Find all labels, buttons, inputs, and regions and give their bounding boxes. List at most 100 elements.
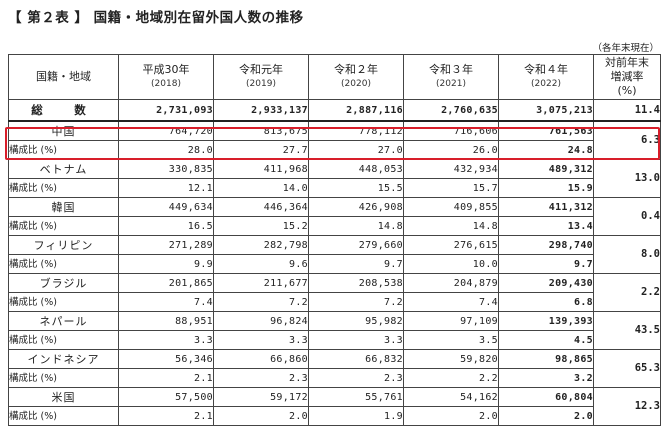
total-rate: 11.4: [593, 99, 661, 122]
total-label: 総 数: [8, 99, 119, 122]
resident-count: 66,860: [213, 349, 309, 369]
share-row: 構成比 (%) 9.9 9.6 9.7 10.0 9.7: [8, 254, 661, 274]
year-header: 令和２年 (2020): [308, 54, 404, 100]
resident-count: 432,934: [403, 159, 499, 179]
share-value: 14.0: [213, 178, 309, 198]
share-value: 16.5: [118, 216, 214, 236]
country-row: インドネシア 56,346 66,860 66,832 59,820 98,865 65.3: [8, 349, 661, 388]
resident-count: 276,615: [403, 235, 499, 255]
resident-count: 98,865: [498, 349, 594, 369]
region-header: 国籍・地域: [8, 54, 119, 100]
change-rate: 6.3: [593, 120, 661, 160]
share-value: 7.2: [308, 292, 404, 312]
resident-count: 60,804: [498, 387, 594, 407]
share-value: 24.8: [498, 140, 594, 160]
resident-count: 96,824: [213, 311, 309, 331]
share-label: 構成比 (%): [8, 368, 119, 388]
share-value: 15.5: [308, 178, 404, 198]
share-value: 2.0: [213, 406, 309, 426]
resident-count: 449,634: [118, 197, 214, 217]
share-row: 構成比 (%) 28.0 27.7 27.0 26.0 24.8: [8, 140, 661, 160]
share-label: 構成比 (%): [8, 330, 119, 350]
country-name: インドネシア: [8, 349, 119, 369]
share-value: 2.0: [403, 406, 499, 426]
resident-count: 209,430: [498, 273, 594, 293]
country-name: ベトナム: [8, 159, 119, 179]
share-label: 構成比 (%): [8, 406, 119, 426]
resident-count: 330,835: [118, 159, 214, 179]
country-name: 中国: [8, 120, 119, 141]
resident-count: 446,364: [213, 197, 309, 217]
country-row: ブラジル 201,865 211,677 208,538 204,879 209,430 2…: [8, 273, 661, 312]
resident-count: 411,968: [213, 159, 309, 179]
resident-count: 208,538: [308, 273, 404, 293]
share-value: 13.4: [498, 216, 594, 236]
total-row: 総 数 2,731,093 2,933,137 2,887,116 2,760,…: [8, 99, 661, 122]
share-row: 構成比 (%) 12.1 14.0 15.5 15.7 15.9: [8, 178, 661, 198]
resident-count: 761,563: [498, 120, 594, 141]
country-row: ネパール 88,951 96,824 95,982 97,109 139,393 43.5: [8, 311, 661, 350]
share-value: 10.0: [403, 254, 499, 274]
share-value: 27.7: [213, 140, 309, 160]
date-note: （各年末現在）: [592, 43, 659, 54]
total-value: 3,075,213: [498, 99, 594, 122]
country-name: フィリピン: [8, 235, 119, 255]
share-label: 構成比 (%): [8, 140, 119, 160]
share-label: 構成比 (%): [8, 292, 119, 312]
resident-count: 54,162: [403, 387, 499, 407]
resident-count: 426,908: [308, 197, 404, 217]
share-value: 3.5: [403, 330, 499, 350]
country-row: フィリピン 271,289 282,798 279,660 276,615 298,740…: [8, 235, 661, 274]
total-value: 2,933,137: [213, 99, 309, 122]
resident-count: 448,053: [308, 159, 404, 179]
resident-count: 764,720: [118, 120, 214, 141]
share-value: 26.0: [403, 140, 499, 160]
total-value: 2,731,093: [118, 99, 214, 122]
year-header: 令和元年 (2019): [213, 54, 309, 100]
resident-count: 813,675: [213, 120, 309, 141]
share-value: 12.1: [118, 178, 214, 198]
share-value: 9.6: [213, 254, 309, 274]
share-value: 4.5: [498, 330, 594, 350]
share-value: 15.7: [403, 178, 499, 198]
share-value: 7.2: [213, 292, 309, 312]
change-rate: 0.4: [593, 197, 661, 236]
resident-count: 204,879: [403, 273, 499, 293]
share-value: 15.2: [213, 216, 309, 236]
share-value: 15.9: [498, 178, 594, 198]
resident-count: 97,109: [403, 311, 499, 331]
share-value: 7.4: [118, 292, 214, 312]
share-row: 構成比 (%) 3.3 3.3 3.3 3.5 4.5: [8, 330, 661, 350]
share-value: 2.1: [118, 406, 214, 426]
country-name: ネパール: [8, 311, 119, 331]
share-value: 2.1: [118, 368, 214, 388]
header-row: 国籍・地域 平成30年 (2018) 令和元年 (2019) 令和２年 (2020) …: [8, 54, 661, 100]
share-value: 9.7: [308, 254, 404, 274]
share-value: 2.0: [498, 406, 594, 426]
total-value: 2,760,635: [403, 99, 499, 122]
change-rate: 12.3: [593, 387, 661, 426]
share-value: 3.2: [498, 368, 594, 388]
country-row: 韓国 449,634 446,364 426,908 409,855 411,312 0.4: [8, 197, 661, 236]
change-rate: 13.0: [593, 159, 661, 198]
share-label: 構成比 (%): [8, 216, 119, 236]
foreign-residents-table: 国籍・地域 平成30年 (2018) 令和元年 (2019) 令和２年 (2020) …: [8, 54, 661, 426]
year-header: 令和３年 (2021): [403, 54, 499, 100]
country-row: 中国 764,720 813,675 778,112 716,606 761,563 6.3: [8, 120, 661, 160]
resident-count: 282,798: [213, 235, 309, 255]
page-title: 【 第２表 】 国籍・地域別在留外国人数の推移: [8, 10, 304, 26]
share-value: 9.9: [118, 254, 214, 274]
share-row: 構成比 (%) 7.4 7.2 7.2 7.4 6.8: [8, 292, 661, 312]
share-value: 1.9: [308, 406, 404, 426]
change-rate-header: 対前年末 増減率 (%): [593, 54, 661, 100]
share-row: 構成比 (%) 16.5 15.2 14.8 14.8 13.4: [8, 216, 661, 236]
share-value: 6.8: [498, 292, 594, 312]
resident-count: 139,393: [498, 311, 594, 331]
share-row: 構成比 (%) 2.1 2.3 2.3 2.2 3.2: [8, 368, 661, 388]
share-value: 2.3: [308, 368, 404, 388]
resident-count: 66,832: [308, 349, 404, 369]
share-label: 構成比 (%): [8, 178, 119, 198]
share-value: 14.8: [403, 216, 499, 236]
change-rate: 2.2: [593, 273, 661, 312]
share-value: 3.3: [213, 330, 309, 350]
